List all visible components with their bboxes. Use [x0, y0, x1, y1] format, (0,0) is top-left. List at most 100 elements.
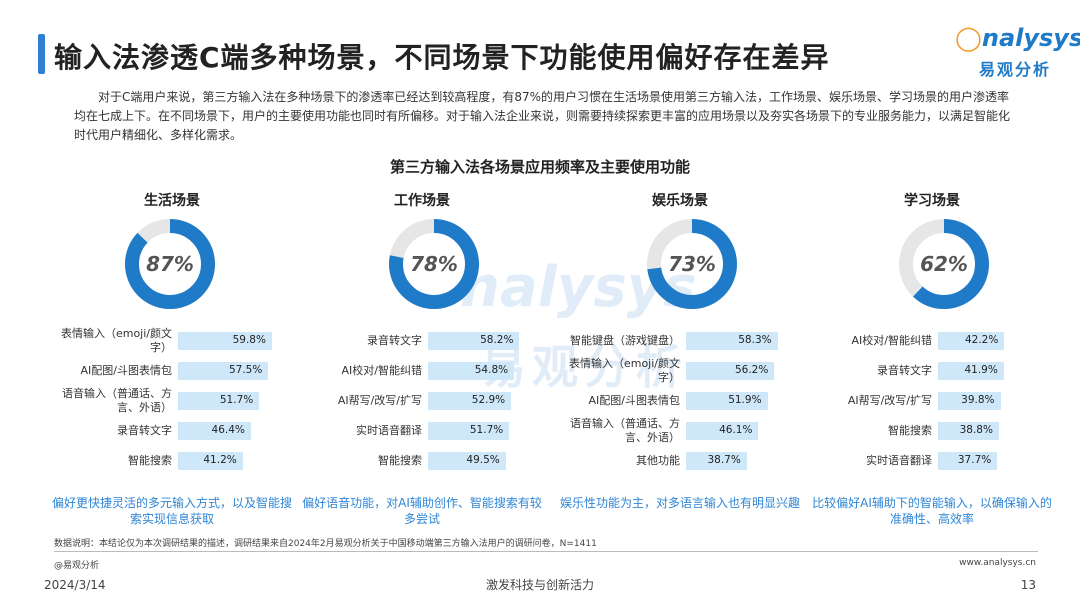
bar-label: 智能搜索 [888, 424, 932, 437]
bar: 46.4% [178, 422, 251, 440]
donut-arc [389, 219, 479, 309]
bar-track: 49.5% [428, 452, 538, 470]
bar: 52.9% [428, 392, 512, 410]
scene-title: 学习场景 [904, 193, 960, 209]
bar: 38.7% [686, 452, 747, 470]
bar-value-label: 41.9% [964, 364, 998, 376]
bar: 51.7% [178, 392, 260, 410]
bar: 42.2% [938, 332, 1005, 350]
bar-track: 54.8% [428, 362, 538, 380]
bar-row: 智能搜索 49.5% [302, 446, 542, 476]
source-note: 数据说明：本结论仅为本次调研结果的描述，调研结果来自2024年2月易观分析关于中… [54, 539, 597, 549]
footer-divider [54, 551, 1038, 552]
bar-row: 录音转文字 58.2% [302, 326, 542, 356]
bar-label: 表情输入（emoji/颜文字） [568, 357, 680, 384]
bar: 56.2% [686, 362, 775, 380]
bar-row: AI校对/智能纠错 42.2% [812, 326, 1052, 356]
bar-label: AI配图/斗图表情包 [588, 394, 680, 407]
logo-text-en: ◯nalysys [955, 24, 1080, 52]
bar-row: AI配图/斗图表情包 51.9% [560, 386, 800, 416]
bar-value-label: 51.7% [469, 424, 504, 436]
scene-note: 比较偏好AI辅助下的智能输入，以确保输入的准确性、高效率 [812, 496, 1052, 526]
footer-brand: @易观分析 [54, 561, 100, 571]
bar-track: 58.3% [686, 332, 796, 350]
scene-panel: 生活场景 87% 表情输入（emoji/颜文字） 59.8% AI配图/斗图表情包 57.… [52, 186, 292, 526]
bar-track: 41.9% [938, 362, 1048, 380]
bar-label: 实时语音翻译 [866, 454, 932, 467]
scene-note: 娱乐性功能为主，对多语言输入也有明显兴趣 [560, 496, 801, 510]
bar-value-label: 58.3% [738, 334, 772, 346]
bar-row: 表情输入（emoji/颜文字） 59.8% [52, 326, 292, 356]
bar-value-label: 54.8% [474, 364, 509, 376]
chart-title: 第三方输入法各场景应用频率及主要使用功能 [389, 158, 690, 176]
bar-row: 实时语音翻译 37.7% [812, 446, 1052, 476]
scene-title: 生活场景 [144, 193, 200, 209]
bar-row: 智能搜索 41.2% [52, 446, 292, 476]
scene-title: 工作场景 [394, 193, 450, 209]
scene-note: 偏好语音功能，对AI辅助创作、智能搜索有较多尝试 [302, 496, 542, 526]
bar-track: 51.7% [178, 392, 288, 410]
bar-track: 51.7% [428, 422, 538, 440]
bar-track: 46.4% [178, 422, 288, 440]
bar-label: AI帮写/改写/扩写 [847, 394, 932, 407]
footer-date: 2024/3/14 [44, 578, 106, 592]
bar: 41.9% [938, 362, 1004, 380]
bar-label: 其他功能 [636, 454, 680, 467]
donut-value-label: 73% [668, 252, 716, 276]
bar-value-label: 52.9% [471, 394, 506, 406]
bar-label: 语音输入（普通话、方言、外语） [570, 417, 680, 444]
bar: 59.8% [178, 332, 272, 350]
bar-label: AI校对/智能纠错 [851, 334, 932, 347]
bar: 58.2% [428, 332, 520, 350]
bar: 54.8% [428, 362, 515, 380]
page-title: 输入法渗透C端多种场景，不同场景下功能使用偏好存在差异 [54, 41, 830, 74]
bar-value-label: 42.2% [964, 334, 999, 346]
footer-slogan: 激发科技与创新活力 [485, 578, 594, 592]
bar: 51.9% [686, 392, 768, 410]
scene-title: 娱乐场景 [652, 193, 708, 209]
donut-value-label: 87% [146, 252, 194, 276]
scene-panel: 学习场景 62% AI校对/智能纠错 42.2% 录音转文字 41.9% AI帮写/改写/扩… [812, 186, 1052, 526]
bar-row: 智能搜索 38.8% [812, 416, 1052, 446]
bar-value-label: 46.4% [211, 424, 245, 436]
bar-label: 智能搜索 [378, 454, 422, 467]
bar-row: 实时语音翻译 51.7% [302, 416, 542, 446]
bar: 38.8% [938, 422, 999, 440]
intro-paragraph: 对于C端用户来说，第三方输入法在多种场景下的渗透率已经达到较高程度，有87%的用… [74, 90, 1011, 142]
bar-row: 智能键盘（游戏键盘） 58.3% [560, 326, 800, 356]
bar-value-label: 38.7% [707, 454, 741, 466]
bar-label: 实时语音翻译 [356, 424, 422, 437]
bar-track: 57.5% [178, 362, 288, 380]
bar-row: 录音转文字 46.4% [52, 416, 292, 446]
bar-row: 其他功能 38.7% [560, 446, 800, 476]
bar-label: 语音输入（普通话、方言、外语） [62, 387, 172, 414]
scene-note: 偏好更快捷灵活的多元输入方式，以及智能搜索实现信息获取 [52, 496, 293, 526]
donut-chart: 62% [899, 219, 989, 309]
bar-value-label: 46.1% [719, 424, 753, 436]
bar-label: 智能键盘（游戏键盘） [570, 334, 680, 347]
bar-value-label: 41.2% [203, 454, 237, 466]
bar-label: AI帮写/改写/扩写 [337, 394, 422, 407]
bar-track: 37.7% [938, 452, 1048, 470]
bar-label: 录音转文字 [117, 424, 172, 437]
bar-label: 录音转文字 [367, 334, 422, 347]
bar-track: 59.8% [178, 332, 288, 350]
page-number: 13 [1020, 578, 1036, 592]
bar-value-label: 37.7% [957, 454, 992, 466]
donut-value-label: 62% [920, 252, 968, 276]
bar-track: 52.9% [428, 392, 538, 410]
bar: 41.2% [178, 452, 243, 470]
bar-track: 38.8% [938, 422, 1048, 440]
bar-track: 42.2% [938, 332, 1048, 350]
donut-arc [125, 219, 215, 309]
bar-track: 58.2% [428, 332, 538, 350]
bar-row: 语音输入（普通话、方言、外语） 51.7% [52, 386, 292, 416]
analysys-logo: ◯nalysys 易观分析 [955, 24, 1080, 84]
bar-row: AI帮写/改写/扩写 39.8% [812, 386, 1052, 416]
bar-label: 智能搜索 [128, 454, 172, 467]
bar-track: 41.2% [178, 452, 288, 470]
donut-chart: 78% [389, 219, 479, 309]
donut-arc [899, 219, 989, 309]
bar: 37.7% [938, 452, 998, 470]
